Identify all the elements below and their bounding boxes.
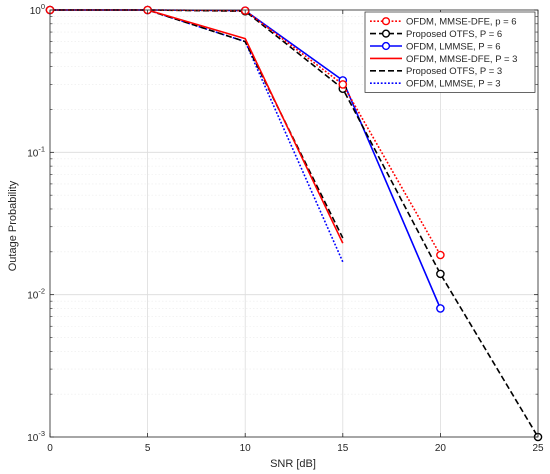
x-tick-label: 25: [532, 443, 544, 454]
x-tick-label: 15: [337, 443, 349, 454]
legend-box: [364, 11, 536, 93]
legend-marker: [381, 17, 391, 26]
legend-label: Proposed OTFS, P = 3: [406, 66, 502, 77]
legend-label: OFDM, LMMSE, P = 6: [406, 41, 501, 52]
x-tick-label: 10: [240, 443, 252, 454]
data-point: [338, 80, 348, 89]
legend-item: Proposed OTFS, P = 3: [370, 66, 502, 77]
x-axis-label: SNR [dB]: [270, 458, 316, 470]
legend-label: OFDM, MMSE-DFE, P = 3: [406, 54, 517, 65]
x-tick-label: 0: [47, 443, 53, 454]
y-axis-label: Outage Probability: [7, 180, 19, 271]
tick-labels: 0 5 10 15 20 25 10-3 10-2 10-1 100: [27, 2, 544, 454]
y-tick-label: 100: [30, 2, 45, 17]
x-tick-label: 20: [435, 443, 447, 454]
y-tick-label: 10-3: [27, 429, 45, 444]
y-tick-label: 10-2: [27, 287, 45, 302]
legend-item: OFDM, LMMSE, P = 3: [370, 79, 501, 90]
legend-label: OFDM, LMMSE, P = 3: [406, 79, 501, 90]
plot-border: [49, 9, 539, 438]
legend-item: OFDM, LMMSE, P = 6: [370, 41, 501, 52]
legend-marker: [381, 41, 391, 51]
data-point: [436, 250, 445, 260]
legend-label: OFDM, MMSE-DFE, p = 6: [406, 17, 517, 28]
x-tick-label: 5: [145, 443, 151, 454]
data-point: [436, 269, 445, 279]
data-point: [436, 304, 445, 313]
legend-item: OFDM, MMSE-DFE, P = 3: [370, 54, 517, 65]
legend-label: Proposed OTFS, P = 6: [406, 29, 502, 40]
axes-frame: [49, 9, 539, 438]
legend-marker: [381, 29, 391, 38]
legend-item: OFDM, MMSE-DFE, p = 6: [370, 17, 517, 28]
y-tick-label: 10-1: [27, 144, 45, 159]
legend-item: Proposed OTFS, P = 6: [370, 29, 502, 40]
